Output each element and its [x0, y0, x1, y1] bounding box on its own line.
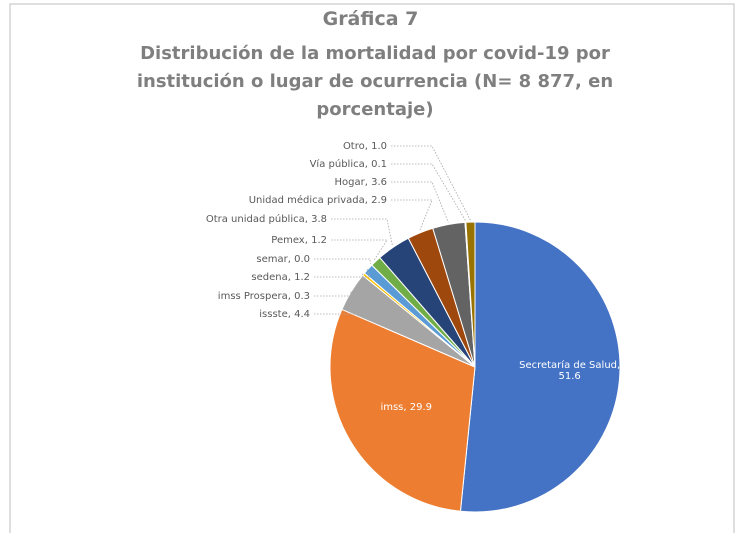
leader-line	[314, 267, 371, 278]
chart-subtitle: Distribución de la mortalidad por covid-…	[136, 43, 614, 120]
leader-line	[314, 258, 371, 264]
data-label: sedena, 1.2	[251, 272, 310, 283]
data-label: Pemex, 1.2	[271, 235, 327, 246]
leader-line	[314, 290, 371, 315]
leader-line	[331, 218, 393, 246]
pie-slice	[465, 221, 476, 368]
data-label: Unidad médica privada, 2.9	[249, 194, 387, 206]
data-label: Secretaría de Salud, 51.6	[519, 360, 621, 382]
data-label: Vía pública, 0.1	[310, 158, 387, 170]
leader-line	[391, 163, 466, 221]
data-label: imss, 29.9	[380, 401, 432, 413]
leader-line	[391, 199, 433, 231]
leader-line	[331, 239, 388, 261]
leader-line	[391, 181, 449, 223]
pie-slice	[459, 221, 621, 513]
data-label: Otro, 1.0	[343, 141, 387, 152]
frame	[9, 3, 735, 533]
leader-line	[314, 272, 371, 297]
data-label: semar, 0.0	[256, 254, 310, 265]
data-label: issste, 4.4	[259, 309, 310, 320]
data-label: imss Prospera, 0.3	[218, 291, 310, 302]
data-label: Hogar, 3.6	[335, 177, 388, 188]
pie-slice	[329, 308, 476, 512]
chart-title: Gráfica 7	[322, 8, 419, 30]
leader-line	[391, 145, 471, 221]
data-label: Otra unidad pública, 3.8	[206, 213, 327, 225]
